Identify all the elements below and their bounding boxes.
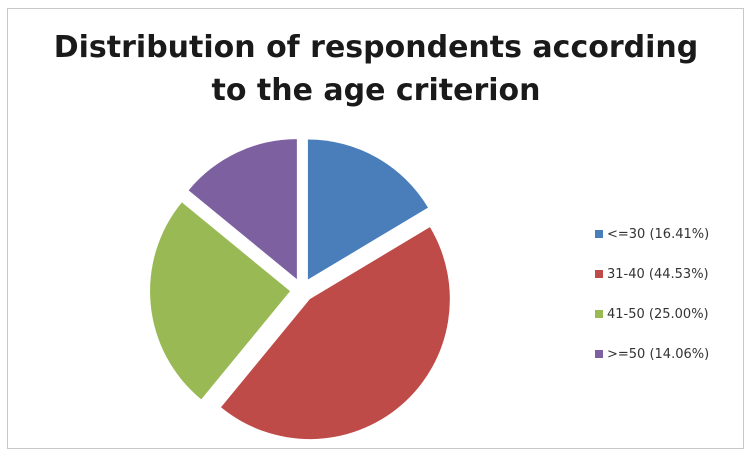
legend-swatch-31-40 (595, 270, 603, 278)
chart-legend: <=30 (16.41%) 31-40 (44.53%) 41-50 (25.0… (595, 224, 745, 384)
legend-label-ge50: >=50 (14.06%) (607, 346, 710, 362)
chart-title: Distribution of respondents according to… (0, 26, 752, 112)
legend-item-le30: <=30 (16.41%) (595, 224, 745, 244)
legend-item-31-40: 31-40 (44.53%) (595, 264, 745, 284)
legend-label-31-40: 31-40 (44.53%) (607, 266, 709, 282)
legend-item-ge50: >=50 (14.06%) (595, 344, 745, 364)
slice-31-40 (221, 227, 450, 440)
legend-swatch-le30 (595, 230, 603, 238)
slice-le30 (307, 139, 429, 280)
legend-label-le30: <=30 (16.41%) (607, 226, 710, 242)
legend-swatch-41-50 (595, 310, 603, 318)
legend-swatch-ge50 (595, 350, 603, 358)
slice-ge50 (188, 139, 297, 280)
legend-item-41-50: 41-50 (25.00%) (595, 304, 745, 324)
legend-label-41-50: 41-50 (25.00%) (607, 306, 709, 322)
chart-title-line-2: to the age criterion (211, 73, 541, 108)
slice-41-50 (150, 202, 291, 400)
chart-title-line-1: Distribution of respondents according (53, 30, 699, 65)
